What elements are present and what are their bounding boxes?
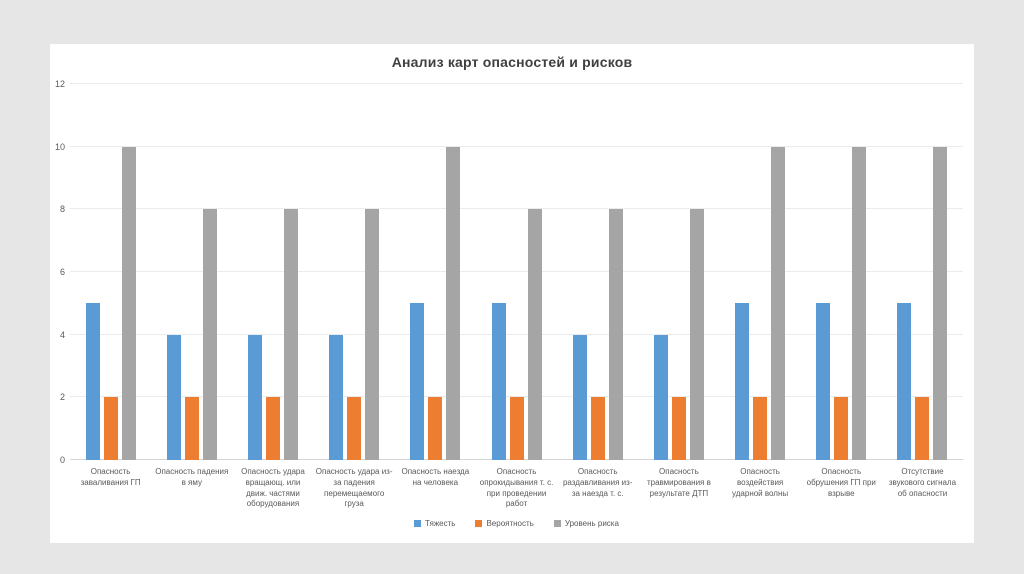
bar — [491, 303, 506, 460]
legend-swatch-icon — [475, 520, 483, 527]
bar-group — [476, 84, 557, 460]
x-category-label: Опасность удара вращающ. или движ. частя… — [241, 467, 305, 509]
bar — [834, 397, 849, 460]
bar — [365, 209, 380, 460]
bar — [897, 303, 912, 460]
x-category-label: Опасность травмирования в результате ДТП — [646, 467, 711, 498]
bar — [202, 209, 217, 460]
x-category-label: Опасность удара из-за падения перемещаем… — [315, 467, 393, 509]
x-category-label: Опасность обрушения ГП при взрыве — [806, 467, 876, 498]
legend-item: Вероятность — [475, 519, 534, 528]
gridline — [70, 333, 963, 335]
chart-card: Анализ карт опасностей и рисков 0 2 4 6 8 10 1… — [50, 44, 974, 543]
plot-area: 0 2 4 6 8 10 12 — [55, 79, 963, 465]
bar-group — [720, 84, 801, 460]
bar — [671, 397, 686, 460]
bar — [590, 397, 605, 460]
x-category-label: Опасность заваливания ГП — [80, 467, 141, 487]
y-tick-label: 4 — [59, 329, 65, 340]
bar-groups-layer — [70, 84, 963, 460]
legend-item: Тяжесть — [414, 519, 455, 528]
bar — [852, 146, 867, 460]
bar — [121, 146, 136, 460]
gridline — [70, 83, 963, 84]
x-category-label: Опасность опрокидывания т. с. при провед… — [479, 467, 554, 509]
bar — [735, 303, 750, 460]
bar-group — [638, 84, 719, 460]
legend-swatch-icon — [553, 520, 561, 527]
bar-group — [395, 84, 476, 460]
y-tick-label: 8 — [59, 204, 65, 215]
legend-label: Тяжесть — [425, 519, 456, 528]
bar — [329, 334, 344, 460]
legend-label: Уровень риска — [564, 519, 619, 528]
bar — [103, 397, 118, 460]
gridline — [70, 271, 963, 272]
bar — [653, 334, 668, 460]
x-category-label: Опасность воздействия ударной волны — [732, 467, 789, 498]
bar-group — [557, 84, 638, 460]
bar — [915, 397, 930, 460]
bar-group — [882, 84, 963, 460]
bar-group — [232, 84, 313, 460]
bar-group — [314, 84, 395, 460]
bar — [933, 146, 948, 460]
bar — [446, 146, 461, 460]
bar — [771, 146, 786, 460]
bar — [85, 303, 100, 460]
gridline — [70, 208, 963, 210]
legend-label: Вероятность — [486, 519, 534, 528]
bar — [689, 209, 704, 460]
x-category-label: Опасность раздавливания из-за наезда т. … — [562, 467, 633, 498]
bar — [347, 397, 362, 460]
bar — [410, 303, 425, 460]
x-axis-labels: Опасность заваливания ГП Опасность падени… — [70, 460, 963, 510]
y-tick-label: 10 — [54, 141, 65, 152]
legend: Тяжесть Вероятность Уровень риска — [70, 519, 963, 528]
bar — [184, 397, 199, 460]
gridline — [70, 396, 963, 398]
x-category-label: Опасность наезда на человека — [401, 467, 470, 487]
chart-title: Анализ карт опасностей и рисков — [391, 54, 633, 70]
bar-group — [70, 84, 151, 460]
bar — [265, 397, 280, 460]
bar — [572, 334, 587, 460]
bar — [527, 209, 542, 460]
y-tick-label: 6 — [59, 267, 65, 277]
bar — [428, 397, 443, 460]
legend-swatch-icon — [414, 520, 422, 527]
y-tick-label: 0 — [59, 455, 65, 465]
bar — [753, 397, 768, 460]
x-category-label: Отсутствие звукового сигнала об опасност… — [888, 467, 957, 498]
bar — [509, 397, 524, 460]
bar — [283, 209, 298, 460]
bar — [816, 303, 831, 460]
bar — [166, 334, 181, 460]
bar — [608, 209, 623, 460]
bar — [247, 334, 262, 460]
x-category-label: Опасность падения в яму — [155, 467, 229, 487]
y-tick-label: 2 — [59, 392, 65, 403]
legend-item: Уровень риска — [553, 519, 619, 528]
bar-group — [801, 84, 882, 460]
bar-group — [151, 84, 232, 460]
gridline — [70, 145, 963, 147]
y-tick-label: 12 — [54, 79, 65, 89]
